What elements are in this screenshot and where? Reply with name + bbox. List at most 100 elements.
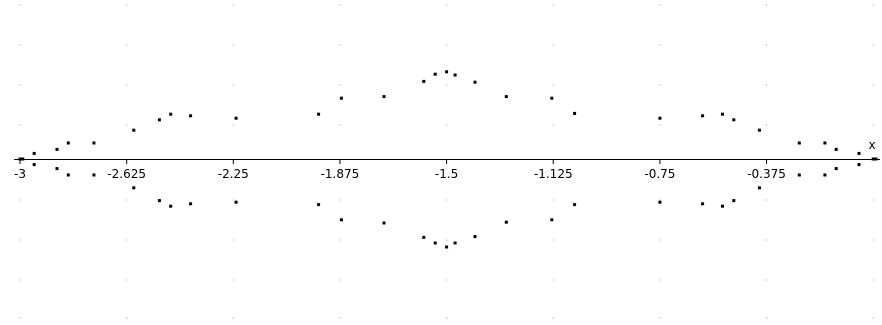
- data-point: [504, 95, 508, 99]
- grid-dot: [19, 317, 21, 319]
- data-point: [433, 241, 437, 245]
- data-point: [317, 112, 321, 116]
- grid-dot: [19, 239, 21, 241]
- grid-dot: [126, 4, 128, 6]
- x-tick-label: -1.875: [321, 167, 360, 181]
- x-tick-label: -1.5: [435, 167, 458, 181]
- data-point: [473, 235, 477, 239]
- data-point: [132, 128, 136, 132]
- data-point: [732, 199, 736, 203]
- data-point: [92, 173, 96, 177]
- grid-dot: [126, 239, 128, 241]
- grid-dot: [872, 279, 874, 281]
- x-tick-label: -3: [14, 167, 26, 181]
- data-point: [18, 157, 22, 161]
- data-point: [234, 200, 238, 204]
- grid-dot: [446, 4, 448, 6]
- grid-dot: [552, 199, 554, 201]
- data-point: [32, 151, 36, 155]
- grid-dot: [126, 124, 128, 126]
- data-point: [339, 218, 343, 222]
- grid-dot: [339, 279, 341, 281]
- data-point: [234, 116, 238, 120]
- data-point: [573, 203, 577, 207]
- data-point: [857, 151, 861, 155]
- data-point: [55, 167, 59, 171]
- grid-dot: [339, 84, 341, 86]
- data-point: [658, 200, 662, 204]
- grid-dot: [659, 317, 661, 319]
- data-point: [757, 128, 761, 132]
- data-point: [473, 80, 477, 84]
- data-point: [382, 221, 386, 225]
- grid-dot: [766, 199, 767, 201]
- data-point: [823, 173, 827, 177]
- grid-dot: [339, 199, 341, 201]
- x-tick-label: -2.25: [218, 167, 249, 181]
- data-point: [834, 147, 838, 151]
- data-point: [169, 112, 173, 116]
- data-point: [453, 73, 457, 77]
- grid-dot: [126, 44, 128, 46]
- data-point: [732, 118, 736, 122]
- grid-dot: [339, 239, 341, 241]
- grid-dot: [19, 199, 21, 201]
- grid-dot: [339, 124, 341, 126]
- grid-dot: [872, 84, 874, 86]
- data-point: [823, 141, 827, 145]
- grid-dot: [552, 279, 554, 281]
- grid-dot: [872, 124, 874, 126]
- x-axis-tick-labels: -3 -2.625 -2.25 -1.875 -1.5 -1.125 -0.75 -0.375: [14, 167, 786, 181]
- data-point: [721, 204, 724, 208]
- grid-dot: [659, 44, 661, 46]
- grid-dot: [446, 279, 448, 281]
- data-point: [92, 141, 96, 145]
- data-point: [550, 96, 554, 100]
- data-point: [550, 218, 554, 222]
- data-point: [433, 72, 437, 76]
- grid-dot: [552, 317, 554, 319]
- x-tick-label: -0.75: [644, 167, 675, 181]
- grid-dot: [659, 124, 661, 126]
- data-point: [422, 235, 426, 239]
- data-point: [871, 157, 875, 161]
- data-point: [445, 245, 449, 249]
- grid-dot: [659, 4, 661, 6]
- grid-dot: [552, 239, 554, 241]
- grid-dot: [552, 44, 554, 46]
- grid-dot: [446, 44, 448, 46]
- grid-dot: [232, 84, 234, 86]
- grid-dot: [766, 124, 767, 126]
- data-point: [874, 157, 878, 161]
- data-point: [857, 163, 861, 167]
- data-point: [32, 163, 36, 167]
- data-point: [157, 118, 161, 122]
- x-tick-label: -1.125: [534, 167, 573, 181]
- grid-dot: [872, 199, 874, 201]
- grid-dot: [19, 44, 21, 46]
- data-point: [55, 147, 59, 151]
- data-point: [339, 96, 343, 100]
- x-tick-label: -2.625: [107, 167, 146, 181]
- grid-dot: [126, 317, 128, 319]
- grid-dot: [19, 4, 21, 6]
- grid-dot: [19, 84, 21, 86]
- data-point: [189, 114, 193, 118]
- grid-dot: [552, 84, 554, 86]
- grid-dot: [766, 239, 767, 241]
- data-point: [701, 202, 705, 206]
- data-point: [422, 79, 426, 83]
- data-point: [658, 116, 662, 120]
- x-axis-ticks: [19, 160, 768, 164]
- grid-dot: [19, 124, 21, 126]
- data-point: [701, 114, 705, 118]
- grid-dot: [659, 199, 661, 201]
- data-point: [445, 70, 449, 74]
- data-point: [382, 95, 386, 99]
- grid-dot: [872, 4, 874, 6]
- grid-dot: [766, 44, 767, 46]
- grid-dot: [659, 239, 661, 241]
- grid-dot: [339, 317, 341, 319]
- grid-dot: [126, 279, 128, 281]
